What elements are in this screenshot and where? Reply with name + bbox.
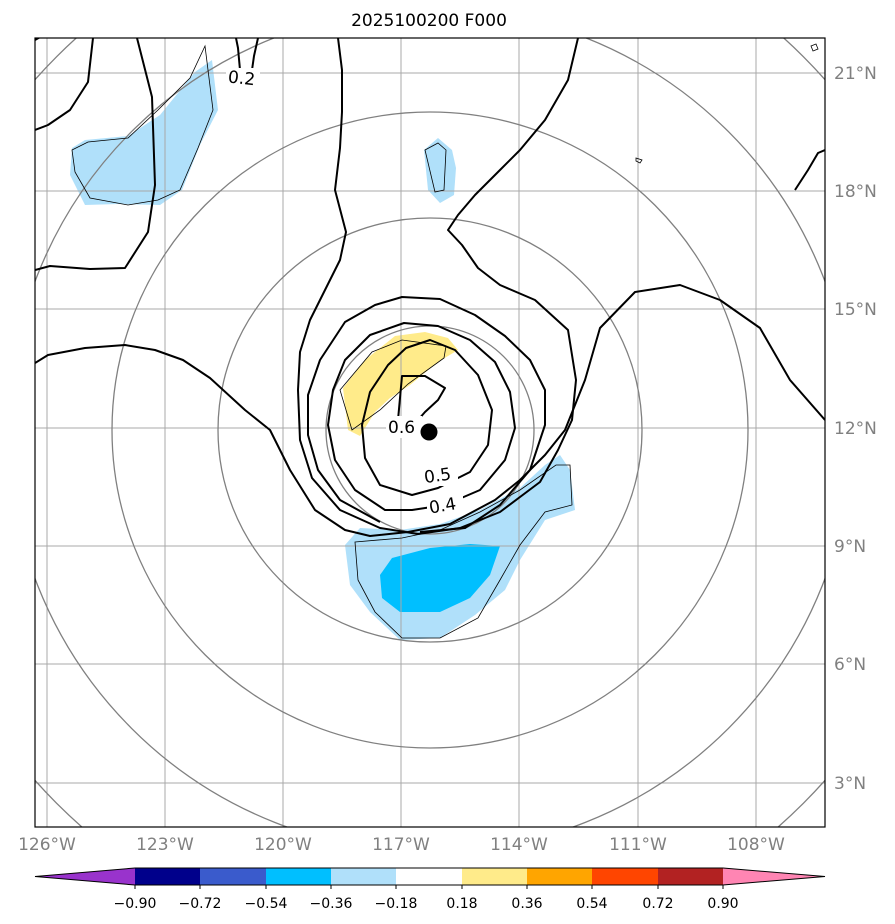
colorbar-swatch: [658, 868, 723, 885]
contour-label-0-5: 0.5: [423, 465, 453, 489]
colorbar-swatch: [135, 868, 200, 885]
colorbar-swatch: [462, 868, 527, 885]
lon-label-111w: 111°W: [609, 835, 667, 855]
colorbar-tick-label: 0.36: [511, 896, 542, 912]
colorbar-swatch: [527, 868, 592, 885]
colorbar-swatch: [592, 868, 658, 885]
lat-label-9n: 9°N: [834, 537, 866, 557]
negative-anomaly-fill-south-inner: [380, 544, 500, 612]
lat-label-12n: 12°N: [834, 419, 877, 439]
colorbar-tick-label: 0.54: [576, 896, 607, 912]
colorbar-swatch: [331, 868, 396, 885]
colorbar-tick-label: −0.90: [114, 896, 157, 912]
colorbar-tick-label: −0.72: [179, 896, 222, 912]
colorbar-tick-label: −0.36: [310, 896, 353, 912]
colorbar-tick-label: 0.90: [707, 896, 738, 912]
lon-label-123w: 123°W: [136, 835, 194, 855]
colorbar: −0.90 −0.72 −0.54 −0.36 −0.18 0.18 0.36 0.54 0.7…: [34, 867, 826, 912]
colorbar-tick-label: 0.18: [446, 896, 477, 912]
lon-label-120w: 120°W: [254, 835, 312, 855]
colorbar-swatches: [34, 867, 826, 886]
contour-label-0-2: 0.2: [227, 67, 256, 90]
lat-label-18n: 18°N: [834, 182, 877, 202]
longitude-labels: 126°W 123°W 120°W 117°W 114°W 111°W 108°…: [18, 835, 785, 855]
contour-labels: 0.2 0.6 0.5 0.4: [226, 67, 463, 519]
lat-label-3n: 3°N: [834, 774, 866, 794]
latitude-labels: 21°N 18°N 15°N 12°N 9°N 6°N 3°N: [834, 64, 877, 794]
colorbar-swatch: [266, 868, 331, 885]
lon-label-126w: 126°W: [18, 835, 76, 855]
colorbar-swatch: [396, 868, 462, 885]
negative-anomaly-fill-northwest: [70, 60, 218, 205]
contour-label-0-6: 0.6: [388, 418, 415, 438]
colorbar-swatch: [35, 868, 135, 885]
storm-center-marker: [420, 423, 438, 441]
lat-label-21n: 21°N: [834, 64, 877, 84]
lat-label-15n: 15°N: [834, 300, 877, 320]
negative-anomaly-fill-north: [424, 138, 456, 203]
colorbar-swatch: [200, 868, 266, 885]
lon-label-117w: 117°W: [372, 835, 430, 855]
map-frame: [34, 37, 826, 828]
contour-label-0-4: 0.4: [428, 494, 458, 518]
thick-contours: [35, 38, 825, 537]
lon-label-108w: 108°W: [727, 835, 785, 855]
colorbar-ticks: −0.90 −0.72 −0.54 −0.36 −0.18 0.18 0.36 0.54 0.7…: [114, 885, 739, 912]
colorbar-tick-label: 0.72: [642, 896, 673, 912]
lon-label-114w: 114°W: [490, 835, 548, 855]
colorbar-swatch: [723, 868, 825, 885]
gridlines: [35, 38, 825, 827]
colorbar-tick-label: −0.54: [245, 896, 288, 912]
map-title: 2025100200 F000: [351, 11, 507, 31]
thin-contours: [71, 43, 819, 639]
colorbar-tick-label: −0.18: [375, 896, 418, 912]
lat-label-6n: 6°N: [834, 655, 866, 675]
